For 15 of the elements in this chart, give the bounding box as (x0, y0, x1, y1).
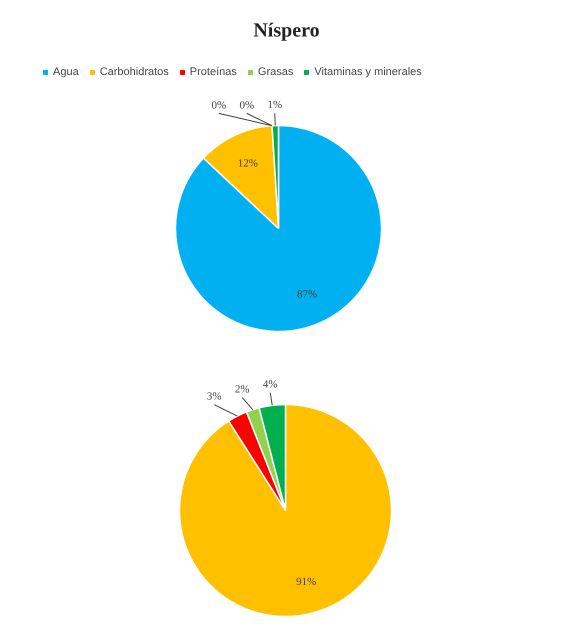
data-label: 4% (262, 378, 278, 391)
text: 0% (239, 99, 254, 112)
data-label: 12% (238, 157, 258, 170)
data-label: 1% (267, 99, 282, 112)
legend-label: Carbohidratos (100, 66, 169, 78)
legend-label: Proteínas (190, 66, 237, 78)
data-label: 91% (296, 576, 316, 588)
legend-label: Agua (53, 66, 79, 78)
data-label: 2% (234, 384, 250, 396)
legend-label: Grasas (258, 66, 294, 78)
data-label: 87% (297, 288, 318, 301)
text: 0% (211, 99, 226, 112)
chart-title: Níspero (253, 20, 320, 42)
legend-label: Vitaminas y minerales (314, 66, 422, 78)
data-label: 3% (206, 390, 222, 403)
